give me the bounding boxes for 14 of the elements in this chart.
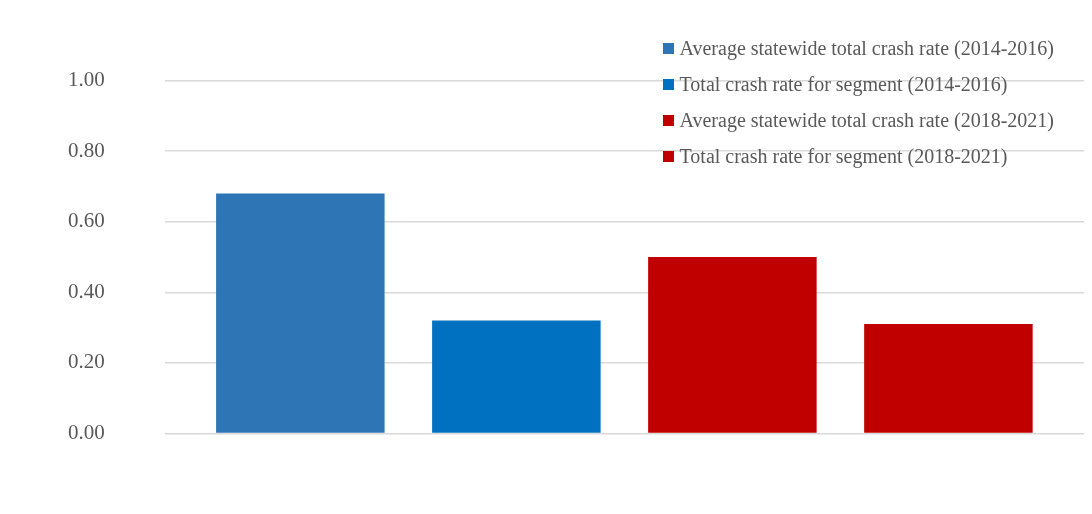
y-tick-label: 0.00 bbox=[68, 419, 105, 444]
legend-label: Total crash rate for segment (2014-2016) bbox=[679, 72, 1008, 98]
y-tick-label: 0.20 bbox=[68, 349, 105, 374]
legend-label: Average statewide total crash rate (2014-2016) bbox=[679, 36, 1054, 62]
y-tick-label: 1.00 bbox=[68, 67, 105, 92]
y-tick-label: 0.60 bbox=[68, 208, 105, 233]
y-tick-label: 0.80 bbox=[68, 137, 105, 162]
legend-label: Average statewide total crash rate (2018-2021) bbox=[679, 108, 1054, 134]
bar bbox=[648, 257, 817, 433]
bar bbox=[216, 193, 385, 433]
bar bbox=[864, 324, 1033, 433]
bar bbox=[432, 320, 601, 433]
y-tick-label: 0.40 bbox=[68, 278, 105, 303]
legend-label: Total crash rate for segment (2018-2021) bbox=[679, 144, 1008, 170]
